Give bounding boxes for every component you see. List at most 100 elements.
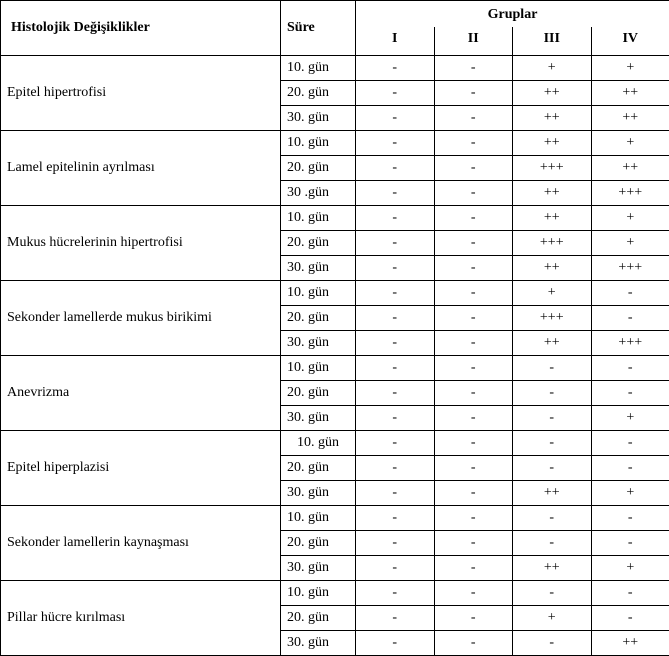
table-row: Sekonder lamellerin kaynaşması10. gün---… [1, 506, 669, 531]
value-cell: - [513, 456, 592, 481]
sure-cell: 20. gün [281, 231, 356, 256]
value-cell: - [513, 631, 592, 656]
value-cell: - [356, 281, 435, 306]
sure-cell: 10. gün [281, 506, 356, 531]
value-cell: - [434, 631, 513, 656]
histology-table: Histolojik Değişiklikler Süre Gruplar I … [0, 0, 669, 656]
value-cell: - [356, 456, 435, 481]
sure-cell: 10. gün [281, 356, 356, 381]
value-cell: - [356, 381, 435, 406]
header-group-4: IV [591, 27, 669, 56]
value-cell: ++ [513, 181, 592, 206]
value-cell: +++ [591, 331, 669, 356]
value-cell: + [591, 556, 669, 581]
value-cell: - [356, 106, 435, 131]
value-cell: - [434, 281, 513, 306]
value-cell: - [434, 531, 513, 556]
value-cell: - [434, 556, 513, 581]
value-cell: - [591, 306, 669, 331]
value-cell: - [434, 431, 513, 456]
header-group-3: III [513, 27, 592, 56]
header-gruplar: Gruplar [356, 1, 669, 28]
table-row: Sekonder lamellerde mukus birikimi10. gü… [1, 281, 669, 306]
sure-cell: 20. gün [281, 606, 356, 631]
sure-cell: 20. gün [281, 456, 356, 481]
sure-cell: 30. gün [281, 256, 356, 281]
table-row: Epitel hiperplazisi10. gün---- [1, 431, 669, 456]
value-cell: - [434, 606, 513, 631]
value-cell: ++ [513, 81, 592, 106]
value-cell: - [434, 481, 513, 506]
header-group-2: II [434, 27, 513, 56]
change-cell: Sekonder lamellerin kaynaşması [1, 506, 281, 581]
value-cell: - [356, 481, 435, 506]
value-cell: + [513, 281, 592, 306]
value-cell: + [591, 406, 669, 431]
table-row: Anevrizma10. gün---- [1, 356, 669, 381]
sure-cell: 30. gün [281, 556, 356, 581]
value-cell: - [591, 531, 669, 556]
value-cell: - [513, 381, 592, 406]
value-cell: - [434, 181, 513, 206]
value-cell: ++ [513, 331, 592, 356]
value-cell: +++ [591, 181, 669, 206]
value-cell: + [513, 606, 592, 631]
value-cell: + [513, 56, 592, 81]
value-cell: + [591, 231, 669, 256]
table-row: Mukus hücrelerinin hipertrofisi10. gün--… [1, 206, 669, 231]
change-cell: Epitel hiperplazisi [1, 431, 281, 506]
sure-cell: 30 .gün [281, 181, 356, 206]
value-cell: - [513, 431, 592, 456]
value-cell: +++ [513, 156, 592, 181]
value-cell: - [591, 356, 669, 381]
table-row: Epitel hipertrofisi10. gün--++ [1, 56, 669, 81]
value-cell: - [434, 456, 513, 481]
value-cell: - [434, 56, 513, 81]
value-cell: - [513, 531, 592, 556]
value-cell: - [591, 506, 669, 531]
value-cell: - [434, 506, 513, 531]
value-cell: - [356, 156, 435, 181]
value-cell: - [434, 406, 513, 431]
sure-cell: 20. gün [281, 306, 356, 331]
value-cell: - [591, 456, 669, 481]
value-cell: ++ [513, 481, 592, 506]
value-cell: + [591, 481, 669, 506]
value-cell: - [591, 606, 669, 631]
change-cell: Pillar hücre kırılması [1, 581, 281, 656]
value-cell: - [356, 631, 435, 656]
value-cell: - [434, 131, 513, 156]
value-cell: - [356, 406, 435, 431]
value-cell: - [591, 581, 669, 606]
change-cell: Anevrizma [1, 356, 281, 431]
change-cell: Epitel hipertrofisi [1, 56, 281, 131]
sure-cell: 30. gün [281, 331, 356, 356]
value-cell: - [434, 581, 513, 606]
value-cell: ++ [513, 206, 592, 231]
value-cell: - [356, 256, 435, 281]
sure-cell: 30. gün [281, 481, 356, 506]
value-cell: - [356, 181, 435, 206]
value-cell: + [591, 131, 669, 156]
sure-cell: 20. gün [281, 531, 356, 556]
sure-cell: 10. gün [281, 206, 356, 231]
header-sure: Süre [281, 1, 356, 56]
sure-cell: 20. gün [281, 156, 356, 181]
value-cell: - [356, 356, 435, 381]
value-cell: - [434, 231, 513, 256]
change-cell: Lamel epitelinin ayrılması [1, 131, 281, 206]
table-row: Pillar hücre kırılması10. gün---- [1, 581, 669, 606]
sure-cell: 20. gün [281, 381, 356, 406]
sure-cell: 10. gün [281, 281, 356, 306]
value-cell: + [591, 56, 669, 81]
sure-cell: 30. gün [281, 631, 356, 656]
value-cell: ++ [591, 631, 669, 656]
table-row: Lamel epitelinin ayrılması10. gün--+++ [1, 131, 669, 156]
sure-cell: 30. gün [281, 106, 356, 131]
value-cell: + [591, 206, 669, 231]
value-cell: - [434, 356, 513, 381]
value-cell: - [356, 581, 435, 606]
value-cell: - [356, 306, 435, 331]
value-cell: ++ [513, 131, 592, 156]
header-changes: Histolojik Değişiklikler [1, 1, 281, 56]
